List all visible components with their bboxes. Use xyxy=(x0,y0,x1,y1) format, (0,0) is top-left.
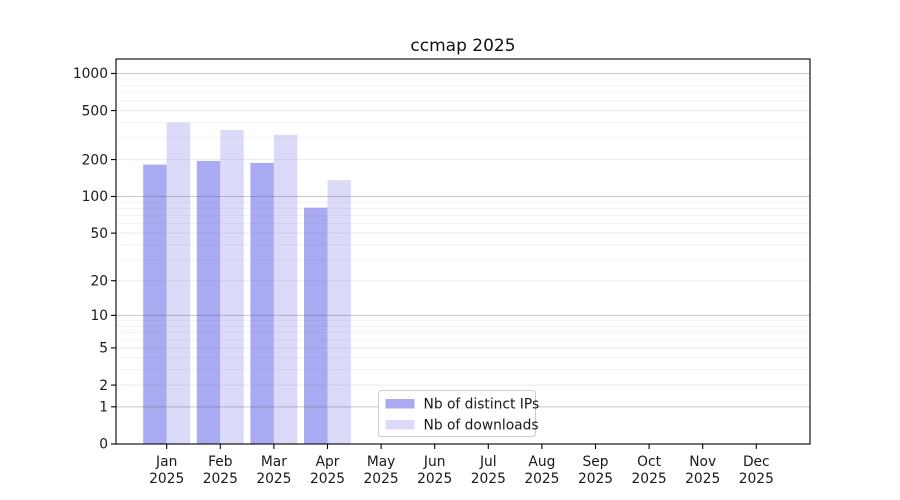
legend-frame xyxy=(378,390,536,437)
bar-feb-nb-of-downloads xyxy=(220,129,244,444)
x-tick-label-dec: Dec xyxy=(743,454,770,470)
chart-title: ccmap 2025 xyxy=(410,36,516,56)
x-tick-year-sep: 2025 xyxy=(578,471,613,487)
x-tick-year-apr: 2025 xyxy=(310,471,345,487)
y-tick-label-1: 1 xyxy=(99,400,108,416)
x-tick-label-jan: Jan xyxy=(155,454,177,470)
x-tick-year-nov: 2025 xyxy=(685,471,720,487)
y-tick-label-0: 0 xyxy=(99,437,108,453)
x-tick-label-sep: Sep xyxy=(582,454,608,470)
x-tick-label-feb: Feb xyxy=(208,454,232,470)
bar-mar-nb-of-distinct-ips xyxy=(250,162,274,444)
x-tick-year-dec: 2025 xyxy=(739,471,774,487)
x-tick-year-mar: 2025 xyxy=(256,471,291,487)
bar-apr-nb-of-distinct-ips xyxy=(304,207,328,444)
y-tick-label-2: 2 xyxy=(99,378,108,394)
x-tick-label-mar: Mar xyxy=(261,454,287,470)
bar-jan-nb-of-distinct-ips xyxy=(143,164,167,444)
y-tick-label-50: 50 xyxy=(90,226,108,242)
x-tick-year-feb: 2025 xyxy=(203,471,238,487)
y-tick-label-500: 500 xyxy=(82,103,108,119)
legend: Nb of distinct IPs Nb of downloads xyxy=(378,390,540,437)
x-tick-label-may: May xyxy=(367,454,396,470)
y-tick-label-20: 20 xyxy=(90,273,108,289)
x-tick-year-jun: 2025 xyxy=(417,471,452,487)
y-tick-label-100: 100 xyxy=(82,189,108,205)
x-tick-year-oct: 2025 xyxy=(632,471,667,487)
x-tick-year-aug: 2025 xyxy=(524,471,559,487)
x-tick-label-oct: Oct xyxy=(637,454,661,470)
x-tick-year-may: 2025 xyxy=(364,471,399,487)
x-tick-label-jun: Jun xyxy=(423,454,446,470)
bar-mar-nb-of-downloads xyxy=(273,134,298,444)
x-tick-label-apr: Apr xyxy=(316,454,340,470)
x-tick-label-aug: Aug xyxy=(528,454,555,470)
legend-label-nb-of-distinct-ips: Nb of distinct IPs xyxy=(424,397,540,413)
bar-jan-nb-of-downloads xyxy=(166,122,191,445)
legend-swatch-nb-of-distinct-ips xyxy=(385,399,415,409)
legend-label-nb-of-downloads: Nb of downloads xyxy=(424,418,539,434)
y-tick-label-5: 5 xyxy=(99,341,108,357)
x-tick-label-nov: Nov xyxy=(689,454,716,470)
legend-swatch-nb-of-downloads xyxy=(385,420,415,430)
y-tick-label-1000: 1000 xyxy=(73,66,108,82)
y-tick-label-200: 200 xyxy=(82,152,108,168)
plot-border xyxy=(115,58,811,445)
x-tick-label-jul: Jul xyxy=(479,454,497,470)
y-tick-label-10: 10 xyxy=(90,308,108,324)
x-tick-year-jul: 2025 xyxy=(471,471,506,487)
bar-apr-nb-of-downloads xyxy=(327,180,351,444)
x-tick-year-jan: 2025 xyxy=(149,471,184,487)
bar-feb-nb-of-distinct-ips xyxy=(196,160,221,445)
